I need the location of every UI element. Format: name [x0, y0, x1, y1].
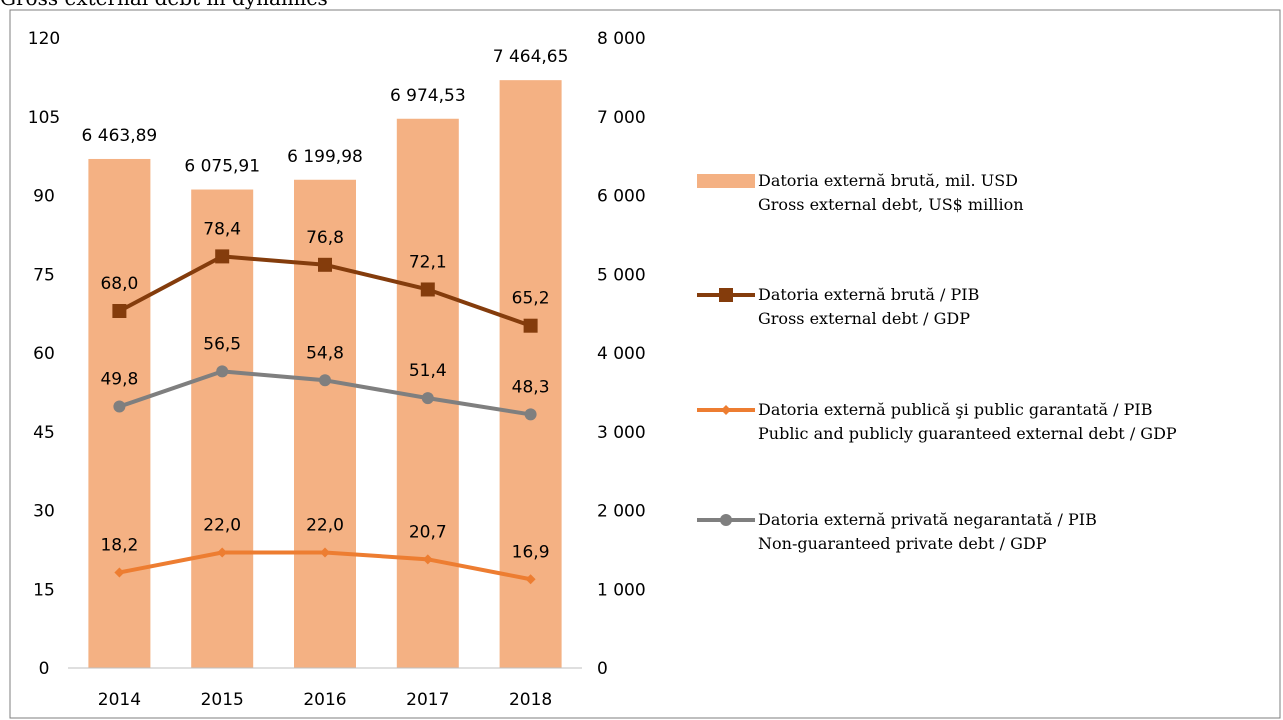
x-tick-label: 2018 — [509, 690, 552, 710]
point-data-label: 72,1 — [409, 252, 447, 272]
data-point-marker — [215, 249, 230, 264]
bar-data-label: 6 974,53 — [390, 86, 466, 106]
left-tick-label: 0 — [39, 659, 50, 679]
right-axis: 0 1 000 2 000 3 000 4 000 5 000 6 000 7 000 8 00… — [597, 29, 646, 679]
left-tick-label: 120 — [28, 29, 60, 49]
right-tick-label: 7 000 — [597, 108, 646, 128]
legend-label: Gross external debt / GDP — [758, 309, 970, 328]
chart-frame — [9, 9, 1281, 719]
line-series: 68,0 78,4 76,8 72,1 65,2 18,2 22,0 22,0 20,7 16,9… — [100, 219, 550, 585]
legend: Datoria externă brută, mil. USD Gross ext… — [697, 171, 1177, 553]
bar — [88, 158, 151, 668]
point-data-label: 76,8 — [306, 228, 344, 248]
legend-label: Datoria externă brută, mil. USD — [758, 171, 1018, 190]
data-point-marker — [523, 318, 538, 333]
x-tick-label: 2017 — [406, 690, 449, 710]
right-tick-label: 5 000 — [597, 265, 646, 285]
data-point-marker — [114, 567, 125, 578]
left-tick-label: 60 — [33, 344, 55, 364]
point-data-label: 22,0 — [306, 516, 344, 536]
legend-swatch — [697, 174, 755, 188]
data-point-marker — [421, 392, 434, 405]
bar-data-label: 6 075,91 — [184, 157, 260, 177]
data-point-marker — [524, 408, 537, 421]
right-tick-label: 2 000 — [597, 502, 646, 522]
point-data-label: 65,2 — [512, 289, 550, 309]
point-data-label: 48,3 — [512, 377, 550, 397]
point-data-label: 49,8 — [100, 370, 138, 390]
legend-marker — [721, 405, 731, 415]
data-point-marker — [113, 400, 126, 413]
left-tick-label: 105 — [28, 108, 60, 128]
point-data-label: 78,4 — [203, 219, 241, 239]
left-tick-label: 45 — [33, 423, 55, 443]
bar — [294, 179, 356, 668]
x-axis: 2014 2015 2016 2017 2018 — [68, 667, 582, 710]
data-point-marker — [525, 574, 536, 585]
point-data-label: 68,0 — [100, 274, 138, 294]
left-axis: 0 15 30 45 60 75 90 105 120 — [28, 29, 60, 679]
x-tick-label: 2015 — [201, 690, 244, 710]
point-data-label: 20,7 — [409, 522, 447, 542]
legend-label: Gross external debt, US$ million — [758, 195, 1024, 214]
point-data-label: 18,2 — [100, 535, 138, 555]
right-tick-label: 0 — [597, 659, 608, 679]
bar — [499, 80, 562, 668]
data-point-marker — [319, 374, 331, 387]
data-point-marker — [112, 304, 127, 318]
left-tick-label: 15 — [33, 580, 55, 600]
legend-marker — [720, 514, 732, 526]
left-tick-label: 90 — [33, 187, 55, 207]
data-point-marker — [422, 554, 433, 565]
right-tick-label: 1 000 — [597, 580, 646, 600]
point-data-label: 56,5 — [203, 334, 241, 354]
point-data-label: 22,0 — [203, 516, 241, 536]
legend-label: Datoria externă privată negarantată / PI… — [758, 510, 1097, 529]
bar-data-label: 7 464,65 — [493, 47, 569, 67]
left-tick-label: 75 — [33, 265, 55, 285]
right-tick-label: 6 000 — [597, 187, 646, 207]
legend-label: Public and publicly guaranteed external … — [758, 424, 1177, 443]
data-point-marker — [216, 365, 229, 378]
right-tick-label: 3 000 — [597, 423, 646, 443]
point-data-label: 16,9 — [512, 542, 550, 562]
right-tick-label: 4 000 — [597, 344, 646, 364]
data-point-marker — [318, 257, 332, 272]
legend-label: Datoria externă publică şi public garant… — [758, 400, 1153, 419]
right-tick-label: 8 000 — [597, 29, 646, 49]
legend-marker — [719, 288, 733, 302]
page-title: Gross external debt in dynamics — [0, 0, 328, 8]
point-data-label: 54,8 — [306, 343, 344, 363]
bar-data-label: 6 463,89 — [82, 126, 158, 146]
bar-data-label: 6 199,98 — [287, 147, 363, 167]
legend-label: Datoria externă brută / PIB — [758, 285, 979, 304]
x-tick-label: 2016 — [303, 690, 346, 710]
x-tick-label: 2014 — [98, 690, 141, 710]
legend-label: Non-guaranteed private debt / GDP — [758, 534, 1047, 553]
point-data-label: 51,4 — [409, 361, 447, 381]
data-point-marker — [320, 547, 330, 558]
data-point-marker — [217, 547, 228, 558]
left-tick-label: 30 — [33, 502, 55, 522]
data-point-marker — [420, 282, 435, 297]
